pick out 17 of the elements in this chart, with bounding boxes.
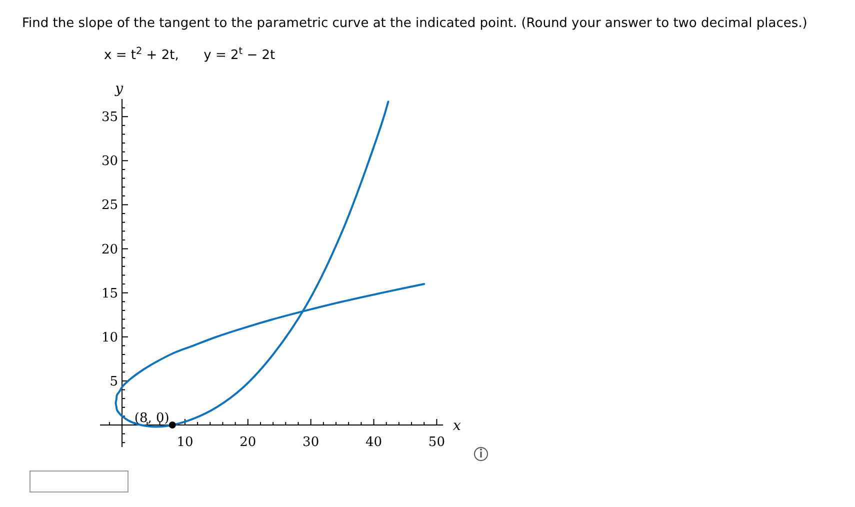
annotation: (8, 0) — [134, 410, 170, 426]
x-tick-label: 40 — [365, 434, 382, 450]
y-tick-label: 30 — [101, 154, 118, 170]
chart-title: Find the slope of the tangent to the parametric curve at the indicated point. (Round your answer to two decimal places.) — [22, 16, 808, 31]
y-tick-label: 25 — [101, 198, 118, 214]
x-tick-label: 20 — [240, 434, 256, 450]
y-tick-label: 20 — [101, 242, 118, 258]
x-tick-label: 30 — [302, 434, 320, 450]
y-axis-title: y — [114, 81, 124, 97]
chart-subtitle: x = t$^{2}$ + 2t, y = 2$^{t}$ − 2t — [104, 46, 276, 63]
y-tick-label: 10 — [101, 330, 118, 346]
y-tick-label: 5 — [110, 374, 118, 390]
y-tick-label: 15 — [101, 286, 118, 302]
x-axis-title: x — [453, 418, 461, 434]
x-tick-label: 50 — [428, 434, 445, 450]
x-tick-label: 10 — [176, 434, 194, 450]
y-tick-label: 35 — [101, 110, 118, 126]
